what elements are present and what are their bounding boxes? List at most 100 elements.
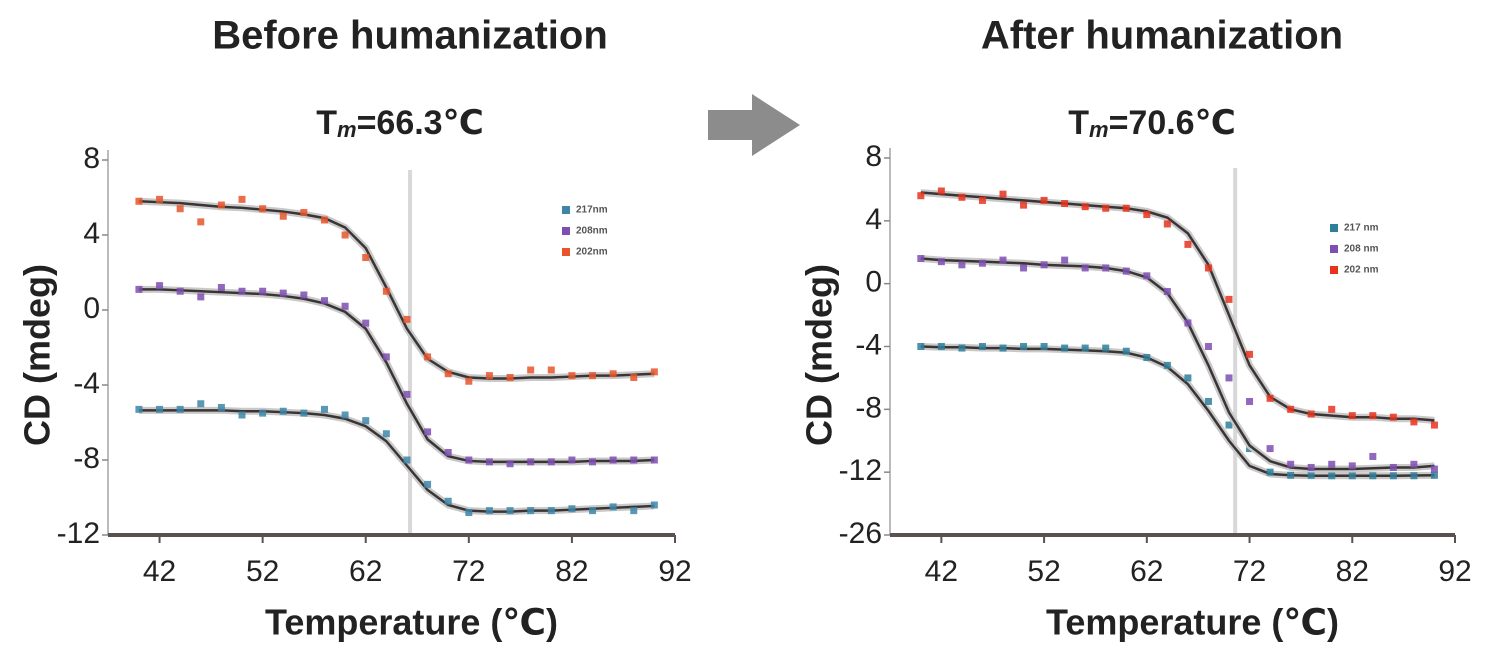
data-point — [937, 343, 945, 350]
data-point — [238, 195, 246, 203]
data-point — [176, 205, 184, 213]
data-point — [382, 430, 390, 438]
x-tick-label: 52 — [246, 555, 279, 588]
data-point — [1020, 201, 1028, 209]
data-point — [279, 407, 287, 415]
data-point — [1287, 460, 1295, 468]
data-point — [320, 216, 328, 224]
data-point — [279, 212, 287, 220]
data-point — [1102, 204, 1110, 212]
legend-swatch — [562, 248, 570, 256]
data-point — [362, 319, 370, 327]
data-point — [609, 456, 617, 464]
data-point — [1163, 220, 1171, 228]
data-point — [156, 282, 164, 290]
x-tick-label: 92 — [658, 555, 691, 588]
legend-label: 202 nm — [1344, 265, 1379, 276]
data-point — [1184, 374, 1192, 382]
data-point — [135, 405, 143, 413]
data-point — [1102, 344, 1110, 352]
tm-sub: m — [337, 117, 357, 142]
x-tick-label: 62 — [1130, 555, 1163, 588]
data-point — [568, 456, 576, 464]
data-point — [362, 254, 370, 261]
data-point — [382, 353, 390, 361]
data-point — [300, 209, 308, 216]
legend-label: 208 nm — [1344, 244, 1379, 255]
y-axis-label: CD (mdeg) — [799, 264, 840, 446]
legend-swatch — [1330, 266, 1338, 274]
data-point — [135, 285, 143, 293]
data-point — [999, 344, 1007, 352]
data-point — [1061, 344, 1069, 352]
data-point — [259, 287, 267, 295]
data-point — [1246, 397, 1254, 405]
data-point — [978, 259, 986, 267]
data-point — [1020, 264, 1028, 272]
data-point — [1307, 471, 1315, 479]
y-tick-label: 8 — [865, 140, 882, 173]
data-point — [1389, 472, 1397, 480]
data-point — [1225, 295, 1233, 303]
chart-title: Before humanization — [212, 14, 608, 58]
legend-swatch — [1330, 224, 1338, 232]
fit-halo — [920, 343, 1435, 480]
x-axis-label: Temperature (℃) — [265, 602, 558, 643]
data-point — [1102, 264, 1110, 272]
legend-swatch — [562, 206, 570, 214]
data-point — [978, 343, 986, 350]
data-point — [917, 343, 925, 350]
data-point — [217, 404, 225, 411]
data-point — [424, 353, 432, 361]
data-point — [1410, 472, 1418, 480]
data-point — [527, 366, 535, 374]
data-point — [1369, 452, 1377, 460]
data-point — [1061, 200, 1069, 208]
data-point — [1266, 394, 1274, 402]
data-point — [444, 370, 452, 378]
x-tick-label: 82 — [1336, 555, 1369, 588]
data-point — [1369, 412, 1377, 420]
data-point — [1122, 267, 1130, 275]
data-point — [341, 231, 349, 239]
data-point — [156, 195, 164, 203]
data-point — [1389, 463, 1397, 471]
data-point — [1430, 471, 1438, 479]
data-point — [1020, 343, 1028, 350]
data-point — [1081, 264, 1089, 272]
data-point — [1040, 343, 1048, 350]
fit-halo — [920, 255, 1435, 473]
data-point — [156, 405, 164, 413]
y-tick-label: 8 — [83, 142, 100, 175]
data-point — [958, 261, 966, 269]
y-tick-label: -4 — [855, 328, 882, 361]
data-point — [217, 201, 225, 209]
y-tick-label: 0 — [865, 266, 882, 299]
data-point — [1328, 460, 1336, 468]
x-tick-label: 92 — [1438, 555, 1471, 588]
y-tick-label: -8 — [855, 391, 882, 424]
legend-swatch — [562, 227, 570, 235]
data-point — [465, 509, 473, 516]
data-point — [568, 505, 576, 513]
data-point — [650, 501, 658, 509]
y-tick-label: -12 — [57, 517, 100, 550]
y-tick-label: 4 — [865, 203, 882, 236]
y-tick-label: -12 — [839, 454, 882, 487]
data-point — [259, 205, 267, 213]
data-point — [465, 456, 473, 464]
data-point — [937, 258, 945, 266]
data-point — [589, 507, 597, 515]
data-point — [485, 458, 493, 466]
data-point — [1040, 196, 1048, 204]
data-point — [424, 480, 432, 488]
data-point — [1225, 421, 1233, 429]
data-point — [238, 411, 246, 419]
data-point — [1061, 256, 1069, 264]
legend-label: 208nm — [576, 226, 608, 237]
data-point — [1410, 460, 1418, 468]
data-point — [917, 192, 925, 200]
data-point — [1266, 468, 1274, 476]
data-point — [506, 507, 514, 515]
